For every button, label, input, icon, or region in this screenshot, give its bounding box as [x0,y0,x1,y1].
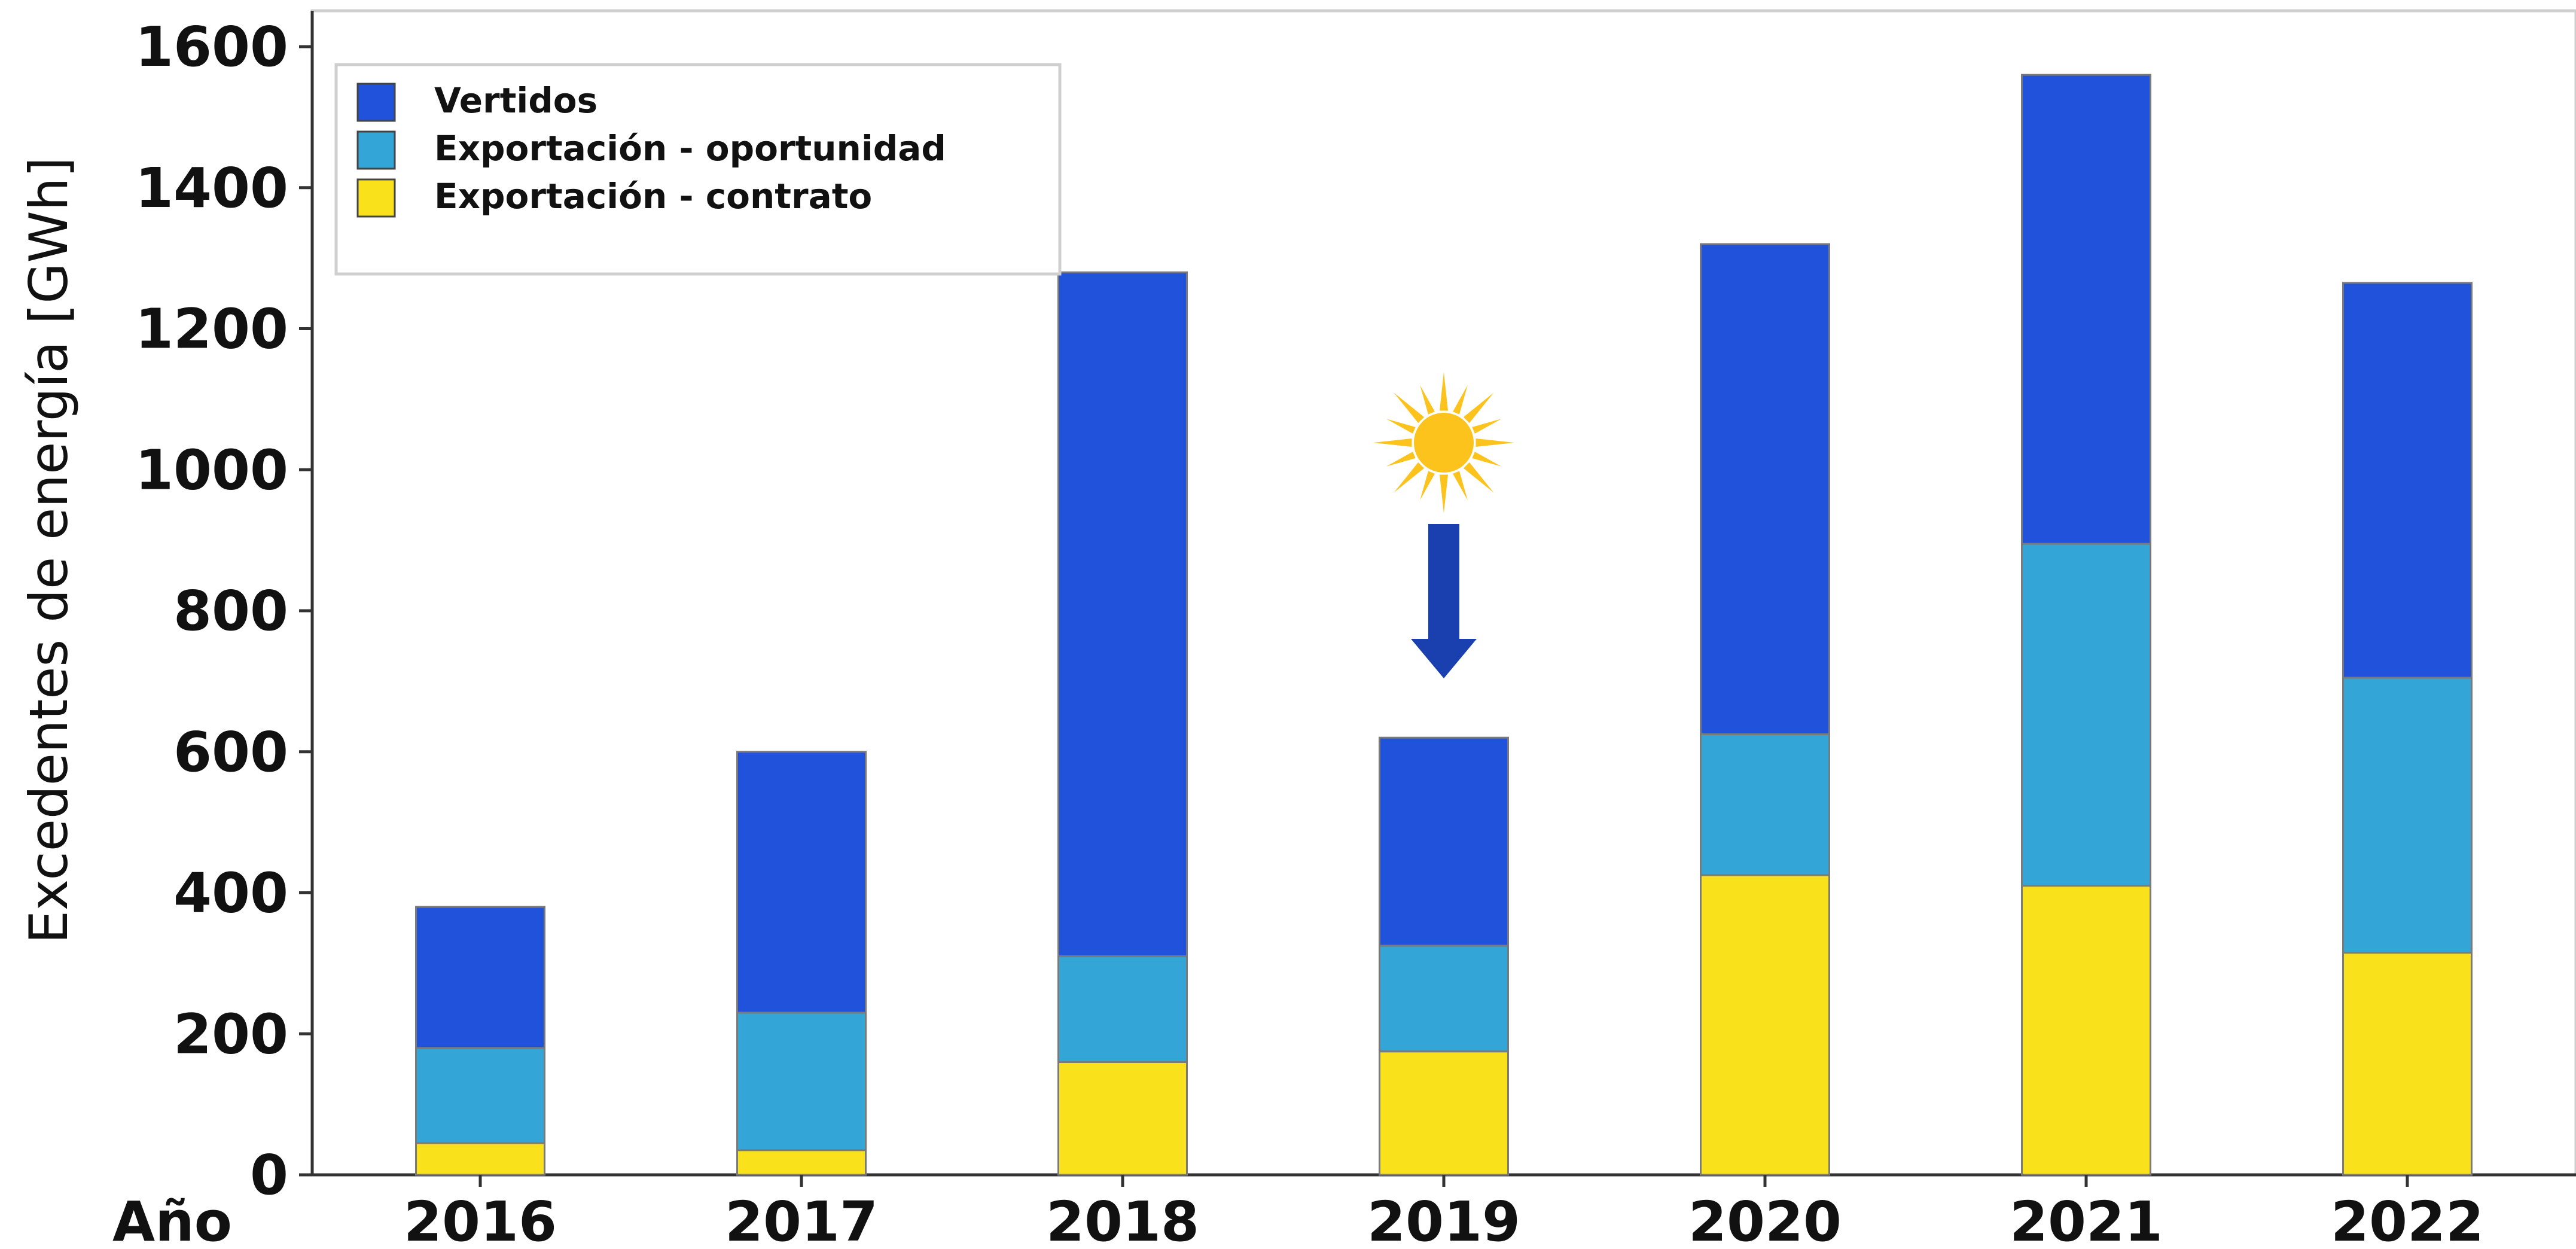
bar-segment-2021-contrato [2021,885,2151,1176]
sun-ray [1453,471,1468,501]
bar-segment-2022-vertidos [2342,282,2473,679]
bar-segment-2018-vertidos [1057,271,1188,958]
sun-ray [1439,474,1449,513]
arrow-down-icon [1411,524,1477,678]
bar-segment-2019-vertidos [1379,736,1509,947]
bars-layer [415,74,2473,1176]
y-axis-title: Excedentes de energía [GWh] [18,157,80,943]
legend-swatch [356,83,396,122]
sun-ray [1386,452,1416,467]
arrow-shape [1411,524,1477,678]
sun-ray [1463,462,1494,493]
bar-segment-2018-oportunidad [1057,955,1188,1063]
legend-label: Exportación - contrato [434,176,872,217]
sun-ray [1463,392,1494,424]
x-tick-label: 2019 [1367,1190,1520,1249]
bar-segment-2021-vertidos [2021,74,2151,545]
legend: Vertidos Exportación - oportunidad Exporta… [334,63,1062,276]
bar-segment-2019-oportunidad [1379,945,1509,1053]
x-ticks-layer: 2016 2017 2018 2019 2020 2021 2022 [404,1175,2484,1249]
y-tick-label: 1000 [135,438,288,502]
y-tick-label: 1400 [135,156,288,220]
legend-swatch [356,130,396,170]
sun-ray [1439,372,1449,411]
y-ticks-layer: 0 200 400 600 800 1000 1200 1400 1600 [135,15,312,1207]
bar-segment-2021-oportunidad [2021,543,2151,887]
bar-segment-2016-vertidos [415,906,545,1049]
bar-segment-2017-contrato [736,1149,867,1176]
sun-ray [1394,392,1425,424]
bar-segment-2016-oportunidad [415,1047,545,1144]
y-tick-label: 1200 [135,297,288,361]
x-tick-label: 2018 [1046,1190,1199,1249]
sun-ray [1394,462,1425,493]
y-tick-label: 1600 [135,15,288,79]
bar-segment-2020-vertidos [1700,243,1830,735]
legend-label: Vertidos [434,80,597,121]
x-tick-label: 2017 [725,1190,878,1249]
legend-label: Exportación - oportunidad [434,128,946,169]
legend-box [334,63,1062,276]
sun-ray [1472,419,1502,434]
sun-icon [1373,372,1514,513]
y-tick-label: 0 [250,1143,288,1207]
bar-segment-2020-oportunidad [1700,733,1830,876]
x-tick-label: 2022 [2331,1190,2484,1249]
sun-disc [1414,413,1474,473]
bar-segment-2019-contrato [1379,1050,1509,1176]
bar-segment-2022-oportunidad [2342,677,2473,954]
bar-segment-2022-contrato [2342,952,2473,1176]
bar-segment-2020-contrato [1700,874,1830,1176]
sun-ray [1472,452,1502,467]
bar-segment-2018-contrato [1057,1061,1188,1176]
sun-ray [1420,385,1435,415]
annotation-2019 [1373,372,1514,678]
x-tick-label: 2020 [1688,1190,1842,1249]
sun-ray [1476,438,1514,447]
sun-ray [1453,385,1468,415]
y-tick-label: 600 [173,720,288,784]
bar-segment-2017-vertidos [736,751,867,1014]
sun-ray [1386,419,1416,434]
x-tick-label: 2021 [2010,1190,2163,1249]
x-axis-title: Año [112,1190,232,1249]
y-tick-label: 400 [173,861,288,925]
legend-swatch [356,178,396,218]
sun-ray [1420,471,1435,501]
x-tick-label: 2016 [404,1190,557,1249]
bar-segment-2016-contrato [415,1142,545,1176]
y-tick-label: 200 [173,1002,288,1066]
bar-segment-2017-oportunidad [736,1012,867,1151]
sun-ray [1373,438,1412,447]
y-tick-label: 800 [173,579,288,643]
